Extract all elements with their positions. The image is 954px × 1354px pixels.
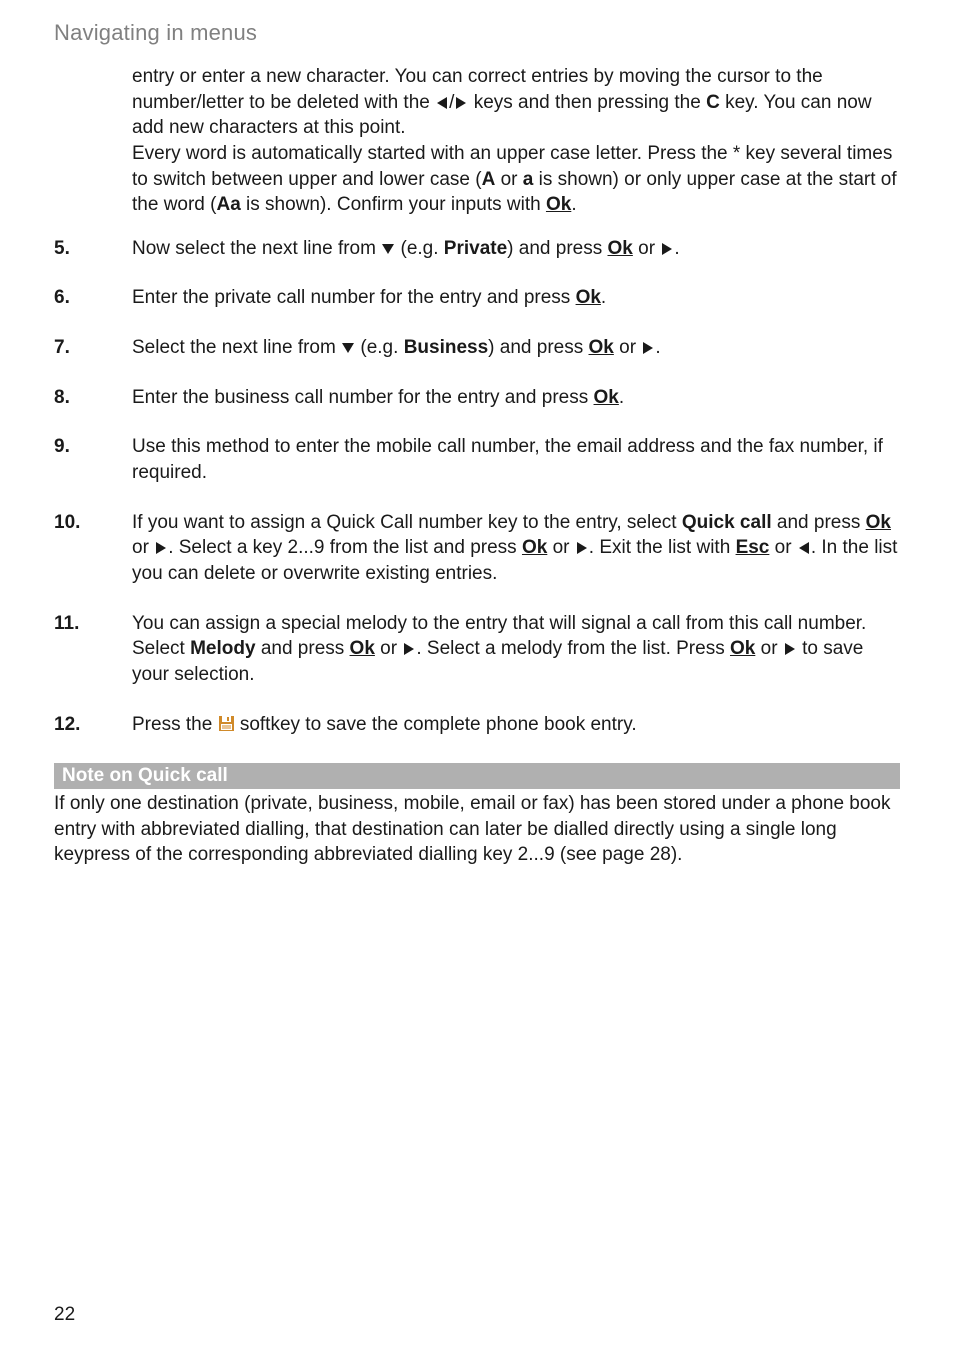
step-body: Now select the next line from (e.g. Priv… (132, 236, 900, 262)
step-body: Press the softkey to save the complete p… (132, 712, 900, 740)
text: softkey to save the complete phone book … (235, 714, 637, 735)
private-label: Private (444, 238, 507, 259)
text: Now select the next line from (132, 238, 381, 259)
note-body: If only one destination (private, busine… (54, 791, 900, 868)
step-number: 6. (54, 285, 132, 311)
text: (e.g. (355, 337, 404, 358)
text: . Exit the list with (589, 537, 736, 558)
right-arrow-icon (454, 96, 468, 110)
ok-label: Ok (576, 287, 601, 308)
text: Press the (132, 714, 218, 735)
intro-text: is shown). Confirm your inputs with (241, 194, 546, 215)
step-body: Select the next line from (e.g. Business… (132, 335, 900, 361)
step-7: 7. Select the next line from (e.g. Busin… (54, 335, 900, 361)
step-6: 6. Enter the private call number for the… (54, 285, 900, 311)
ok-label: Ok (866, 512, 891, 533)
page-number: 22 (54, 1304, 75, 1326)
step-number: 9. (54, 434, 132, 485)
step-body: If you want to assign a Quick Call numbe… (132, 510, 900, 587)
text: Use this method to enter the mobile call… (132, 436, 883, 483)
ok-label: Ok (350, 638, 375, 659)
text: . Select a key 2...9 from the list and p… (168, 537, 522, 558)
step-body: Enter the business call number for the e… (132, 385, 900, 411)
text: and press (256, 638, 350, 659)
down-arrow-icon (381, 242, 395, 256)
text: or (375, 638, 402, 659)
right-arrow-icon (660, 242, 674, 256)
esc-label: Esc (736, 537, 770, 558)
ok-label: Ok (730, 638, 755, 659)
text: . (674, 238, 679, 259)
text: and press (772, 512, 866, 533)
text: If you want to assign a Quick Call numbe… (132, 512, 682, 533)
ok-label: Ok (608, 238, 633, 259)
right-arrow-icon (575, 541, 589, 555)
step-body: Enter the private call number for the en… (132, 285, 900, 311)
text: Enter the private call number for the en… (132, 287, 576, 308)
step-5: 5. Now select the next line from (e.g. P… (54, 236, 900, 262)
melody-label: Melody (190, 638, 255, 659)
text: or (132, 537, 154, 558)
text: . (619, 387, 624, 408)
step-11: 11. You can assign a special melody to t… (54, 611, 900, 688)
intro-paragraph-1: entry or enter a new character. You can … (132, 64, 900, 218)
save-icon (218, 714, 235, 740)
note-title-bar: Note on Quick call (54, 763, 900, 789)
letter-a: a (523, 169, 534, 190)
right-arrow-icon (154, 541, 168, 555)
step-number: 11. (54, 611, 132, 688)
right-arrow-icon (783, 642, 797, 656)
text: or (547, 537, 574, 558)
ok-label: Ok (589, 337, 614, 358)
letter-A: A (482, 169, 496, 190)
down-arrow-icon (341, 341, 355, 355)
step-number: 7. (54, 335, 132, 361)
intro-text: or (495, 169, 522, 190)
text: ) and press (488, 337, 588, 358)
text: or (614, 337, 641, 358)
step-body: You can assign a special melody to the e… (132, 611, 900, 688)
step-number: 12. (54, 712, 132, 740)
step-10: 10. If you want to assign a Quick Call n… (54, 510, 900, 587)
ok-label: Ok (594, 387, 619, 408)
text: (e.g. (395, 238, 444, 259)
ok-label: Ok (522, 537, 547, 558)
right-arrow-icon (402, 642, 416, 656)
text: Enter the business call number for the e… (132, 387, 594, 408)
text: ) and press (507, 238, 607, 259)
running-head: Navigating in menus (54, 20, 900, 46)
step-12: 12. Press the softkey to save the comple… (54, 712, 900, 740)
key-c: C (706, 92, 720, 113)
step-number: 10. (54, 510, 132, 587)
ok-label: Ok (546, 194, 571, 215)
text: or (769, 537, 796, 558)
text: . Select a melody from the list. Press (416, 638, 730, 659)
step-8: 8. Enter the business call number for th… (54, 385, 900, 411)
step-number: 8. (54, 385, 132, 411)
text: Select the next line from (132, 337, 341, 358)
intro-text: . (571, 194, 576, 215)
left-arrow-icon (797, 541, 811, 555)
business-label: Business (404, 337, 488, 358)
text: . (655, 337, 660, 358)
left-arrow-icon (435, 96, 449, 110)
step-body: Use this method to enter the mobile call… (132, 434, 900, 485)
text: . (601, 287, 606, 308)
text: or (633, 238, 660, 259)
text: or (755, 638, 782, 659)
step-number: 5. (54, 236, 132, 262)
step-9: 9. Use this method to enter the mobile c… (54, 434, 900, 485)
quick-call-label: Quick call (682, 512, 772, 533)
intro-text: keys and then pressing the (468, 92, 706, 113)
letter-Aa: Aa (216, 194, 240, 215)
right-arrow-icon (641, 341, 655, 355)
